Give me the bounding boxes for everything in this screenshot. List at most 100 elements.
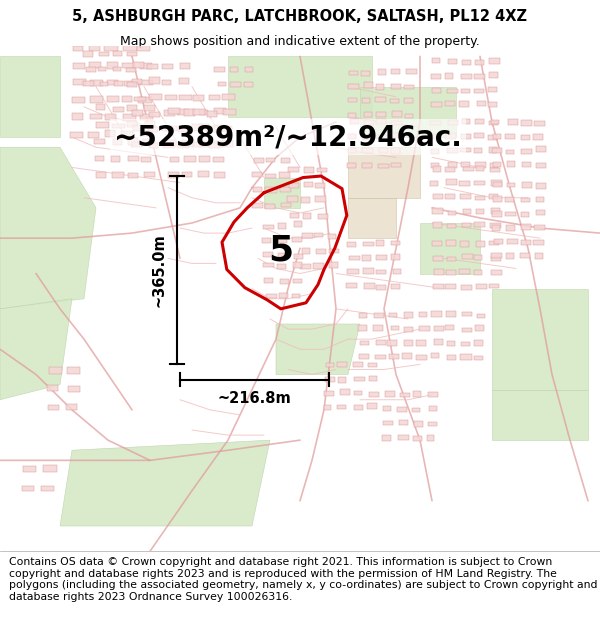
Bar [107,96,119,102]
Bar [461,74,472,79]
Bar [461,89,470,93]
Bar [107,62,118,69]
Bar [413,391,421,397]
Bar [369,392,379,397]
Bar [363,268,374,274]
Bar [362,98,370,103]
Bar [447,257,456,261]
Bar [264,278,273,282]
Bar [447,89,458,93]
Bar [99,52,109,56]
Bar [367,403,377,409]
Bar [127,104,137,111]
Bar [462,254,473,259]
Bar [180,63,190,69]
Bar [73,46,83,51]
Bar [533,134,543,140]
Bar [100,82,108,86]
Bar [445,133,456,139]
Bar [178,126,190,132]
Bar [476,284,487,289]
Bar [338,377,346,382]
Bar [192,124,203,131]
Bar [535,253,544,259]
Bar [536,198,544,202]
Bar [404,327,413,331]
Bar [88,132,99,138]
Bar [207,126,220,132]
Bar [376,135,387,139]
Bar [376,240,384,246]
Bar [149,112,160,117]
Bar [230,67,238,72]
Bar [461,341,470,346]
Polygon shape [0,148,96,309]
Bar [287,196,298,202]
Bar [281,202,292,208]
Text: 5, ASHBURGH PARC, LATCHBROOK, SALTASH, PL12 4XZ: 5, ASHBURGH PARC, LATCHBROOK, SALTASH, P… [73,9,527,24]
Bar [140,79,153,85]
Text: ~52389m²/~12.946ac.: ~52389m²/~12.946ac. [114,123,462,151]
Bar [448,211,457,214]
Bar [389,313,397,318]
Bar [434,269,445,275]
Bar [65,404,77,410]
Bar [140,64,152,69]
Bar [127,68,136,72]
Bar [214,107,226,114]
Bar [361,71,370,76]
Bar [329,262,338,268]
Bar [448,59,457,64]
Bar [364,112,372,117]
Bar [121,131,133,138]
Bar [134,97,146,101]
Bar [123,45,137,51]
Bar [475,341,483,346]
Bar [73,63,85,69]
Bar [347,269,359,274]
Bar [362,163,371,168]
Bar [280,293,287,298]
Bar [107,80,118,85]
Bar [474,181,485,185]
Bar [476,241,485,247]
Bar [490,223,502,228]
Bar [337,362,347,367]
Bar [415,421,423,427]
Bar [262,239,271,242]
Bar [348,148,356,153]
Bar [166,126,176,131]
Bar [337,404,346,409]
Bar [301,197,310,202]
Bar [448,162,457,168]
Bar [536,146,546,152]
Bar [364,82,373,88]
Bar [199,141,211,147]
Bar [128,156,139,161]
Bar [488,88,497,92]
Bar [266,294,277,298]
Bar [280,279,289,284]
Bar [315,183,325,188]
Bar [90,80,103,86]
Bar [419,326,430,331]
Bar [207,111,217,117]
Bar [177,142,189,148]
Bar [391,284,400,289]
Bar [184,109,195,116]
Bar [214,141,224,147]
Bar [363,242,374,246]
Bar [193,142,203,147]
Bar [368,362,377,367]
Bar [474,222,485,228]
Bar [419,312,427,318]
Bar [431,352,439,358]
Bar [375,98,386,102]
Polygon shape [276,324,360,374]
Bar [434,326,445,331]
Bar [383,421,392,426]
Bar [385,391,395,397]
Bar [402,353,412,359]
Bar [323,391,334,396]
Bar [413,436,422,441]
